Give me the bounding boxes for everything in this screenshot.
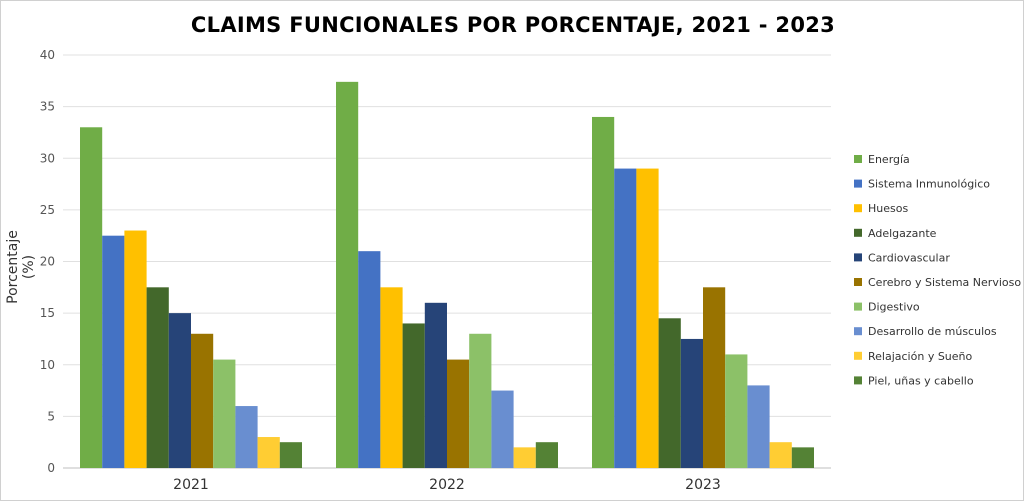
bar-2-2021	[124, 230, 147, 468]
bar-5-2023	[703, 287, 726, 468]
bar-9-2022	[535, 442, 558, 468]
bar-2-2022	[380, 287, 403, 468]
chart-title: CLAIMS FUNCIONALES POR PORCENTAJE, 2021 …	[190, 13, 836, 37]
bar-8-2021	[257, 437, 280, 468]
bar-4-2023	[680, 338, 703, 468]
bar-4-2021	[168, 313, 191, 468]
bar-1-2021	[102, 235, 125, 468]
bar-8-2022	[513, 447, 536, 468]
bar-7-2023	[747, 385, 770, 468]
legend-label: Relajación y Sueño	[868, 350, 973, 363]
legend-swatch	[854, 278, 862, 286]
bar-4-2022	[424, 302, 447, 468]
legend-swatch	[854, 302, 862, 311]
x-tick-label: 2022	[429, 477, 465, 493]
legend-label: Adelgazante	[868, 227, 937, 240]
legend-swatch	[854, 327, 862, 336]
legend-swatch	[854, 155, 862, 163]
bar-7-2021	[235, 406, 258, 468]
x-tick-label: 2021	[173, 477, 209, 493]
legend-swatch	[854, 351, 862, 360]
bar-9-2023	[791, 447, 814, 468]
legend-label: Sistema Inmunológico	[868, 178, 990, 191]
legend-swatch	[854, 376, 862, 385]
y-tick-label: 25	[40, 203, 55, 217]
bar-5-2022	[447, 359, 470, 468]
x-tick-label: 2023	[685, 477, 721, 493]
y-tick-label: 35	[40, 100, 55, 114]
bar-6-2022	[469, 333, 492, 468]
legend-label: Cardiovascular	[868, 251, 950, 264]
y-tick-label: 20	[40, 255, 55, 269]
bar-0-2022	[336, 81, 359, 468]
legend-label: Energía	[868, 153, 910, 166]
legend-swatch	[854, 204, 862, 213]
bar-2-2023	[636, 168, 659, 468]
legend-swatch	[854, 179, 862, 188]
bar-6-2023	[725, 354, 748, 468]
y-tick-label: 5	[47, 409, 55, 423]
bar-3-2022	[402, 323, 425, 468]
y-tick-label: 10	[40, 358, 55, 372]
bar-3-2021	[146, 287, 169, 468]
bar-0-2023	[592, 116, 615, 468]
legend-label: Digestivo	[868, 301, 920, 314]
bar-1-2023	[614, 168, 637, 468]
legend-swatch	[854, 228, 862, 237]
bar-9-2021	[279, 442, 302, 468]
bar-5-2021	[191, 333, 214, 468]
bar-7-2022	[491, 390, 514, 468]
y-tick-label: 15	[40, 306, 55, 320]
bar-3-2023	[658, 318, 681, 468]
y-tick-label: 30	[40, 151, 55, 165]
bar-8-2023	[769, 442, 792, 468]
bar-0-2021	[80, 127, 103, 469]
legend-label: Piel, uñas y cabello	[868, 374, 974, 387]
bar-6-2021	[213, 359, 236, 468]
legend-label: Huesos	[868, 202, 908, 215]
legend-label: Cerebro y Sistema Nervioso	[868, 276, 1021, 289]
y-tick-label: 40	[40, 48, 55, 62]
legend-label: Desarrollo de músculos	[868, 325, 997, 338]
legend-swatch	[854, 253, 862, 262]
y-tick-label: 0	[47, 461, 55, 475]
bar-1-2022	[358, 251, 381, 468]
